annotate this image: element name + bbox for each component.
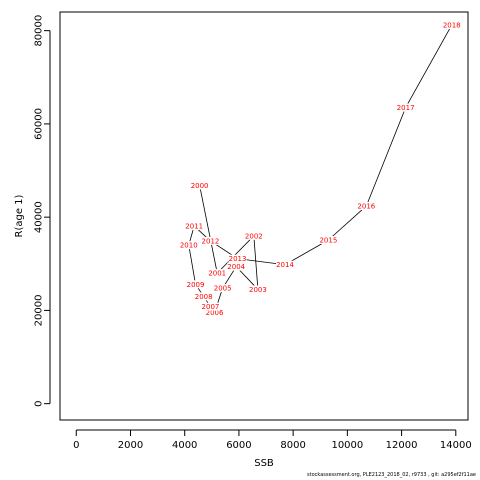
- data-point-label: 2004: [227, 263, 245, 271]
- trajectory-segment: [253, 235, 259, 290]
- year-label-backing: [186, 280, 205, 289]
- data-point-label: 2002: [245, 232, 263, 240]
- trajectory-segment: [328, 205, 367, 241]
- year-label-backing: [228, 254, 247, 263]
- x-tick-label: 10000: [331, 440, 363, 451]
- y-tick-label: 0: [34, 400, 45, 406]
- year-label-backing: [194, 292, 213, 301]
- year-label-backing: [190, 181, 209, 190]
- x-tick-label: 0: [73, 440, 79, 451]
- footer-note: stockassessment.org, PLE2123_2018_02, r9…: [307, 472, 476, 478]
- data-point-label: 2011: [185, 222, 203, 230]
- data-point-label: 2015: [319, 236, 337, 244]
- y-tick-label: 40000: [34, 201, 45, 233]
- year-label-backing: [208, 269, 227, 278]
- data-point-label: 2017: [397, 104, 415, 112]
- year-label-backing: [396, 103, 415, 112]
- x-axis-title: SSB: [254, 458, 274, 469]
- data-point-label: 2003: [249, 286, 267, 294]
- y-tick-label: 20000: [34, 295, 45, 327]
- trajectory-segment: [365, 107, 407, 207]
- plot-frame: [59, 11, 469, 421]
- trajectory-segment: [199, 185, 218, 274]
- data-point-label: 2009: [187, 281, 205, 289]
- data-point-label: 2010: [180, 242, 198, 250]
- data-point-label: 2008: [195, 293, 213, 301]
- year-label-backing: [201, 302, 220, 311]
- year-label-backing: [179, 241, 198, 250]
- trajectory-segment: [284, 239, 329, 266]
- data-point-label: 2005: [214, 284, 232, 292]
- x-tick-label: 12000: [386, 440, 418, 451]
- trajectory-segment: [405, 24, 453, 108]
- data-point-label: 2012: [202, 237, 220, 245]
- x-tick-label: 2000: [118, 440, 143, 451]
- data-point-label: 2016: [357, 202, 375, 210]
- y-tick-label: 60000: [34, 108, 45, 140]
- data-point-label: 2014: [276, 261, 294, 269]
- year-label-backing: [357, 201, 376, 210]
- x-tick-label: 14000: [440, 440, 472, 451]
- y-tick-label: 80000: [34, 15, 45, 47]
- y-axis-title: R(age 1): [14, 194, 25, 237]
- x-tick-label: 8000: [280, 440, 305, 451]
- year-label-backing: [227, 262, 246, 271]
- year-label-backing: [205, 308, 224, 317]
- data-point-label: 2000: [191, 182, 209, 190]
- year-label-backing: [319, 236, 338, 245]
- trajectory-segment: [188, 245, 196, 285]
- data-point-label: 2007: [202, 303, 220, 311]
- year-label-backing: [248, 285, 267, 294]
- x-tick-label: 4000: [172, 440, 197, 451]
- trajectory-segment: [216, 235, 255, 274]
- year-label-backing: [276, 260, 295, 269]
- year-label-backing: [201, 236, 220, 245]
- year-label-backing: [185, 222, 204, 231]
- year-label-backing: [213, 284, 232, 293]
- data-point-label: 2018: [443, 22, 461, 30]
- year-label-backing: [244, 231, 263, 240]
- data-point-label: 2013: [229, 255, 247, 263]
- x-tick-label: 6000: [226, 440, 251, 451]
- data-point-label: 2001: [208, 270, 226, 278]
- year-label-backing: [442, 21, 461, 30]
- data-point-label: 2006: [206, 309, 224, 317]
